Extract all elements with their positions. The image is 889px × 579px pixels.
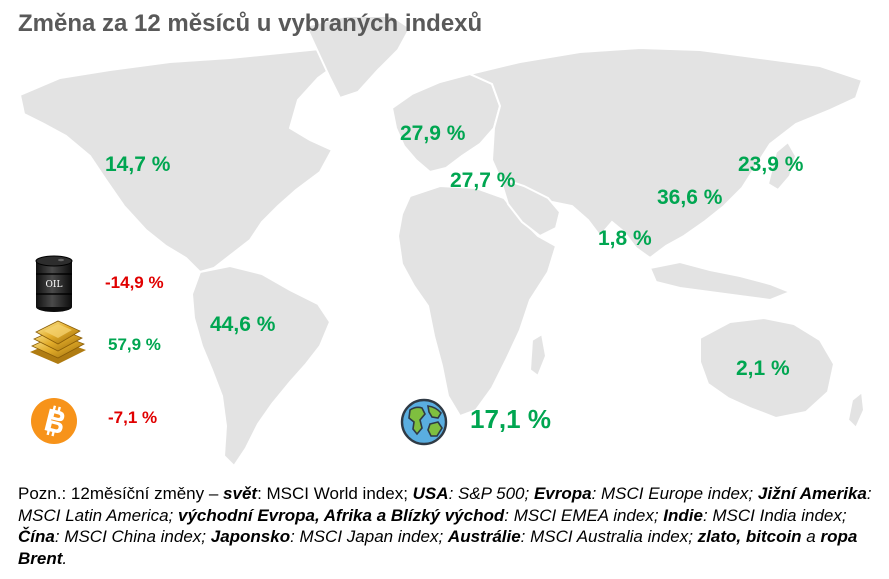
land-greenland bbox=[304, 15, 412, 100]
note-usa-value: : S&P 500; bbox=[448, 484, 534, 503]
note-australie-label: Austrálie bbox=[447, 527, 521, 546]
note-svet-label: svět bbox=[223, 484, 258, 503]
note-commodities-label-2: ropa Brent bbox=[18, 527, 858, 568]
value-bitcoin: -7,1 % bbox=[108, 408, 158, 427]
land-north-america bbox=[18, 46, 342, 274]
bitcoin-icon bbox=[30, 397, 78, 445]
note-commodities-joiner: a bbox=[801, 527, 821, 546]
value-oil: -14,9 % bbox=[105, 273, 164, 292]
page-title: Změna za 12 měsíců u vybraných indexů bbox=[18, 10, 483, 37]
land-australia bbox=[699, 316, 836, 420]
note-indie-label: Indie bbox=[663, 505, 703, 525]
value-europe: 27,9 % bbox=[400, 122, 466, 145]
note-cina-value: : MSCI China index; bbox=[54, 527, 211, 546]
note-australie-value: : MSCI Australia index; bbox=[520, 527, 698, 546]
value-emea: 27,7 % bbox=[450, 169, 516, 192]
note-evropa-value: : MSCI Europe index; bbox=[591, 484, 758, 503]
note-emea-label: východní Evropa, Afrika a Blízký východ bbox=[177, 505, 505, 525]
land-madagascar bbox=[528, 332, 548, 378]
note-japonsko-value: : MSCI Japan index; bbox=[290, 527, 448, 546]
value-australia: 2,1 % bbox=[736, 357, 790, 380]
oil-label: OIL bbox=[46, 280, 63, 290]
value-japan: 23,9 % bbox=[738, 153, 804, 176]
oil-barrel-icon: OIL bbox=[34, 255, 74, 313]
note-evropa-label: Evropa bbox=[533, 484, 592, 503]
land-arabia bbox=[498, 176, 562, 238]
note-prefix: Pozn.: 12měsíční změny – bbox=[18, 484, 224, 503]
value-latin-america: 44,6 % bbox=[210, 313, 276, 336]
note-end: . bbox=[62, 548, 68, 568]
land-indonesia bbox=[648, 260, 793, 302]
value-usa: 14,7 % bbox=[105, 153, 171, 176]
gold-bars-icon bbox=[26, 318, 88, 370]
land-europe bbox=[390, 72, 502, 174]
note-jam-value: : MSCI Latin America; bbox=[18, 484, 872, 525]
value-gold: 57,9 % bbox=[108, 335, 161, 354]
note-cina-label: Čína bbox=[18, 527, 55, 546]
note-commodities-label-1: zlato, bitcoin bbox=[697, 527, 802, 546]
land-south-america bbox=[190, 264, 332, 468]
footnote: Pozn.: 12měsíční změny – svět: MSCI Worl… bbox=[18, 483, 878, 569]
land-new-zealand bbox=[846, 390, 866, 430]
note-usa-label: USA bbox=[412, 484, 449, 503]
value-china: 36,6 % bbox=[657, 186, 723, 209]
note-indie-value: : MSCI India index; bbox=[702, 505, 847, 525]
note-emea-value: : MSCI EMEA index; bbox=[504, 505, 664, 525]
note-svet-value: : MSCI World index; bbox=[257, 484, 413, 503]
note-japonsko-label: Japonsko bbox=[210, 527, 291, 546]
value-india: 1,8 % bbox=[598, 227, 652, 250]
note-jam-label: Jižní Amerika bbox=[757, 484, 867, 503]
globe-icon bbox=[400, 398, 448, 446]
value-world: 17,1 % bbox=[470, 404, 551, 434]
land-japan bbox=[766, 140, 798, 192]
